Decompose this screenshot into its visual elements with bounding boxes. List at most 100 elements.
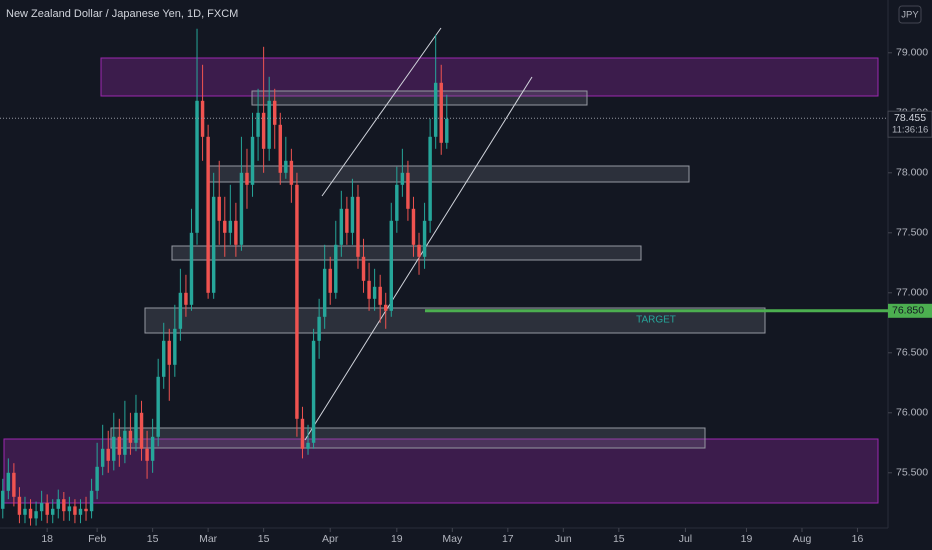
candle-body — [328, 268, 332, 293]
candle-body — [361, 256, 366, 281]
candle-body — [51, 508, 55, 515]
x-tick-label: 18 — [41, 533, 53, 545]
candle-body — [150, 436, 155, 461]
candle-body — [173, 328, 177, 365]
demand-zone — [3, 438, 879, 504]
level-box — [110, 427, 706, 449]
candle-body — [145, 448, 149, 461]
candle-body — [217, 196, 221, 221]
candle-body — [356, 196, 360, 257]
candle-body — [228, 220, 233, 233]
candle-body — [12, 472, 16, 497]
candle-body — [428, 136, 432, 221]
candle-body — [39, 502, 44, 512]
x-tick-label: 17 — [502, 533, 514, 545]
candle-body — [62, 499, 66, 512]
candle-body — [300, 418, 305, 449]
candle-body — [45, 502, 49, 515]
candle-body — [284, 160, 288, 173]
countdown: 11:36:16 — [892, 125, 928, 136]
candle-body — [84, 508, 88, 512]
candle-body — [162, 340, 166, 377]
candle-body — [389, 220, 393, 311]
candle-body — [106, 448, 110, 461]
target-price-label: 76.850 — [892, 305, 924, 317]
candle-body — [195, 100, 199, 233]
candle-body — [261, 112, 266, 149]
x-tick-label: 16 — [852, 533, 864, 545]
candle-body — [378, 286, 382, 305]
candle-body — [256, 112, 260, 137]
y-tick-label: 76.500 — [896, 347, 928, 359]
candle-body — [406, 172, 410, 209]
channel-line — [304, 76, 533, 441]
candle-body — [234, 220, 238, 245]
candle-body — [206, 136, 210, 293]
candle-body — [178, 292, 183, 329]
target-price-box — [888, 303, 932, 318]
x-tick-label: Jun — [555, 533, 572, 545]
candle-body — [417, 244, 421, 257]
candle-body — [306, 442, 310, 449]
x-tick-label: Feb — [88, 533, 106, 545]
candle-body — [322, 268, 327, 317]
candle-body — [23, 508, 27, 515]
x-tick-label: 15 — [613, 533, 625, 545]
x-tick-label: May — [442, 533, 463, 545]
candle-body — [278, 124, 282, 173]
candle-body — [167, 340, 171, 365]
candle-body — [400, 172, 405, 185]
x-tick-label: Mar — [199, 533, 218, 545]
y-tick-label: 75.500 — [896, 467, 928, 479]
level-box — [251, 90, 588, 106]
x-tick-label: 15 — [258, 533, 270, 545]
candle-body — [56, 499, 60, 509]
candle-body — [411, 208, 416, 245]
currency-badge[interactable] — [898, 5, 922, 24]
candle-body — [345, 208, 349, 233]
x-tick-label: 19 — [391, 533, 403, 545]
candle-body — [123, 430, 127, 455]
candle-body — [28, 508, 33, 519]
candle-body — [73, 506, 77, 515]
candle-body — [273, 100, 277, 125]
x-tick-label: Apr — [322, 533, 339, 545]
candle-body — [100, 448, 105, 467]
candle-body — [239, 172, 244, 245]
y-tick-label: 77.000 — [896, 287, 928, 299]
candle-body — [395, 184, 399, 221]
supply-zone — [100, 57, 879, 97]
last-price-box — [887, 110, 932, 138]
candle-body — [339, 208, 344, 245]
candle-body — [189, 232, 194, 305]
level-box — [171, 245, 642, 261]
last-price-label: 78.455 — [894, 112, 926, 124]
candle-body — [334, 244, 338, 293]
candle-body — [289, 160, 294, 185]
y-tick-label: 77.500 — [896, 227, 928, 239]
candle-body — [311, 340, 316, 443]
candle-body — [139, 412, 144, 449]
chart-title: New Zealand Dollar / Japanese Yen, 1D, F… — [6, 8, 238, 20]
candle-body — [433, 82, 438, 137]
candle-body — [34, 511, 38, 519]
candle-body — [156, 376, 160, 437]
candle-body — [211, 196, 216, 293]
target-text: TARGET — [636, 314, 676, 325]
candle-body — [295, 184, 299, 419]
candle-body — [184, 292, 188, 305]
candle-body — [134, 412, 138, 443]
candle-body — [245, 172, 249, 185]
candle-body — [223, 220, 227, 233]
currency: JPY — [901, 10, 919, 21]
candle-body — [117, 436, 122, 455]
candle-body — [317, 316, 321, 341]
y-tick-label: 79.000 — [896, 47, 928, 59]
candle-body — [384, 304, 388, 311]
candle-body — [6, 472, 11, 491]
candle-body — [422, 220, 427, 257]
candle-body — [372, 286, 377, 299]
x-tick-label: 19 — [741, 533, 753, 545]
